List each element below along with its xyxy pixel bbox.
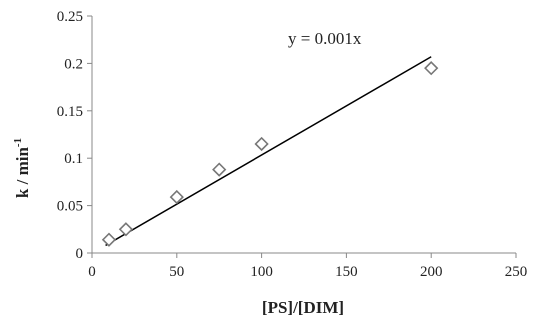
x-tick-label: 200 (420, 264, 443, 280)
x-tick-label: 0 (88, 264, 96, 280)
y-tick-label: 0.15 (57, 104, 83, 120)
y-tick-label: 0.2 (64, 56, 83, 72)
x-tick-label: 150 (335, 264, 358, 280)
y-ticks: 0 0.05 0.1 0.15 0.2 0.25 (57, 9, 92, 262)
y-tick-label: 0.1 (64, 151, 83, 167)
y-tick-label: 0.05 (57, 199, 83, 215)
x-axis-title: [PS]/[DIM] (262, 298, 344, 317)
data-point (101, 232, 117, 247)
y-axis-title-sup: -1 (12, 138, 24, 147)
y-tick-label: 0.25 (57, 9, 83, 25)
data-point (254, 136, 269, 152)
trendline-equation: y = 0.001x (288, 29, 362, 48)
data-point (212, 162, 227, 177)
trendline (105, 56, 432, 247)
x-tick-label: 100 (250, 264, 273, 280)
y-axis-title-group: k / min-1 (12, 138, 32, 198)
data-point (424, 61, 439, 76)
y-axis-title-main: k / min (13, 147, 32, 199)
axes (91, 16, 516, 254)
x-tick-label: 250 (505, 264, 528, 280)
data-points (101, 61, 439, 247)
y-tick-label: 0 (76, 246, 84, 262)
x-tick-label: 50 (169, 264, 184, 280)
x-ticks: 0 50 100 150 200 250 (88, 253, 527, 280)
data-point (118, 222, 134, 237)
y-axis-title: k / min-1 (12, 138, 32, 198)
data-point (169, 189, 184, 205)
